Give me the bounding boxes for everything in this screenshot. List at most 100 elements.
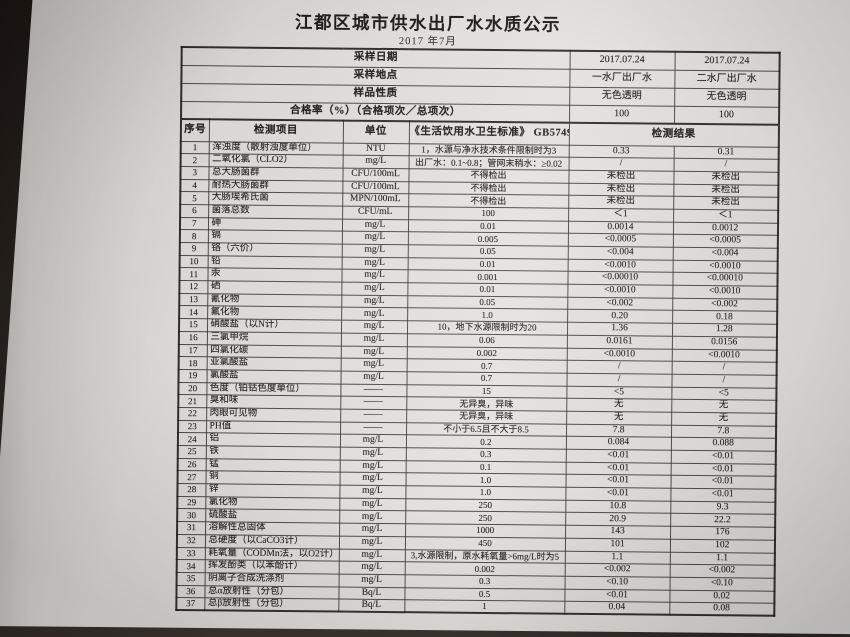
cell-item: 阴离子合成洗涤剂: [204, 572, 339, 587]
cell-no: 15: [178, 318, 208, 332]
cell-item: 砷: [207, 217, 343, 232]
cell-result-plant1: 未检出: [568, 195, 674, 210]
cell-unit: ——: [340, 383, 407, 397]
col-header-unit: 单位: [342, 120, 410, 144]
cell-result-plant2: <0.002: [669, 564, 775, 579]
cell-result-plant2: 0.0012: [672, 221, 779, 236]
cell-result-plant1: 无: [566, 398, 672, 413]
cell-unit: mg/L: [340, 358, 407, 372]
cell-result-plant2: <0.10: [669, 577, 775, 591]
cell-result-plant1: 0.33: [568, 144, 674, 159]
info-value-plant2: 无色透明: [674, 87, 780, 107]
cell-unit: mg/L: [339, 510, 406, 524]
cell-unit: mg/L: [341, 269, 408, 283]
cell-result-plant2: <0.0010: [672, 259, 778, 274]
cell-unit: mg/L: [338, 573, 405, 588]
cell-item: 汞: [207, 268, 342, 283]
cell-item: 溶解性总固体: [205, 521, 340, 536]
cell-no: 17: [178, 344, 207, 357]
cell-result-plant1: 0.084: [565, 436, 671, 451]
cell-result-plant2: <0.01: [670, 475, 776, 490]
cell-no: 3: [180, 166, 209, 180]
cell-no: 31: [177, 521, 206, 535]
cell-result-plant2: 176: [670, 526, 776, 541]
cell-unit: CFU/100mL: [342, 180, 409, 194]
cell-item: 硒: [207, 280, 342, 295]
cell-no: 33: [176, 546, 205, 560]
cell-item: 总大肠菌群: [208, 166, 343, 181]
cell-item: 菌落总数: [208, 204, 343, 219]
cell-result-plant1: <0.00010: [567, 271, 673, 286]
cell-result-plant1: 10.8: [565, 499, 671, 514]
cell-unit: MPN/100mL: [342, 193, 409, 207]
cell-no: 10: [179, 255, 208, 269]
cell-item: 浑浊度（散射浊度单位）: [208, 141, 343, 156]
cell-no: 4: [180, 179, 209, 193]
cell-result-plant2: 未检出: [673, 171, 779, 185]
cell-result-plant1: 1.1: [564, 550, 670, 565]
cell-no: 1: [180, 141, 209, 154]
cell-result-plant2: 1.1: [669, 551, 775, 566]
cell-result-plant2: 未检出: [673, 183, 779, 198]
cell-result-plant2: 无: [671, 399, 777, 414]
cell-item: 二氧化氯（CLO2）: [208, 153, 343, 168]
cell-result-plant1: 0.0161: [566, 335, 672, 349]
info-value-plant2: 二水厂出厂水: [674, 69, 780, 89]
cell-result-plant1: 101: [564, 538, 671, 552]
col-header-no: 序号: [180, 119, 210, 142]
cell-item: 锰: [205, 458, 340, 473]
cell-result-plant1: 20.9: [565, 512, 671, 527]
cell-result-plant1: <0.002: [564, 563, 670, 578]
cell-result-plant2: 1.28: [671, 323, 778, 338]
cell-unit: NTU: [342, 142, 409, 156]
cell-result-plant1: <0.01: [565, 474, 671, 489]
cell-result-plant2: <5: [671, 386, 777, 401]
water-quality-table: 采样日期 2017.07.24 2017.07.24 采样地点 一水厂出厂水 二…: [175, 46, 781, 618]
cell-result-plant2: 9.3: [670, 500, 776, 515]
cell-no: 20: [178, 382, 207, 396]
cell-result-plant2: <0.004: [672, 247, 778, 261]
cell-no: 37: [176, 597, 205, 611]
cell-unit: ——: [340, 408, 407, 423]
cell-result-plant1: 1.36: [566, 322, 673, 337]
info-value-plant1: 一水厂出厂水: [569, 68, 675, 88]
cell-item: 色度（铂钴色度单位）: [206, 382, 341, 397]
cell-no: 11: [179, 267, 208, 281]
cell-item: 臭和味: [206, 395, 341, 409]
cell-unit: CFU/100mL: [342, 167, 409, 182]
cell-item: 肉眼可见物: [206, 407, 341, 422]
cell-unit: mg/L: [340, 320, 408, 334]
cell-no: 22: [178, 407, 207, 421]
cell-result-plant1: /: [568, 157, 674, 172]
cell-item: 大肠埃希氏菌: [208, 192, 343, 207]
cell-unit: Bq/L: [338, 586, 405, 600]
cell-result-plant2: <0.0010: [671, 348, 777, 363]
cell-result-plant1: <0.01: [565, 449, 671, 463]
cell-item: 耗氧量（CODMn法，以O2计）: [204, 547, 339, 562]
cell-unit: mg/L: [338, 548, 405, 562]
cell-item: 铝: [205, 433, 341, 448]
cell-item: 总β放射性（分包）: [204, 598, 339, 612]
cell-unit: mg/L: [339, 497, 406, 512]
cell-item: 氟化物: [207, 306, 342, 321]
cell-no: 12: [179, 280, 208, 294]
cell-item: 耐热大肠菌群: [208, 179, 343, 194]
cell-item: 总α放射性（分包）: [204, 585, 339, 600]
cell-unit: mg/L: [340, 332, 407, 347]
cell-unit: mg/L: [341, 307, 408, 321]
cell-no: 7: [179, 217, 209, 231]
cell-unit: mg/L: [339, 472, 406, 486]
cell-no: 6: [180, 204, 209, 218]
cell-result-plant1: <0.01: [564, 588, 670, 603]
info-value-plant1: 2017.07.24: [569, 50, 675, 70]
cell-result-plant1: 0.0014: [567, 220, 674, 235]
cell-unit: mg/L: [338, 535, 406, 550]
cell-no: 21: [178, 394, 207, 408]
cell-limit: 1: [404, 599, 565, 615]
cell-no: 32: [176, 534, 206, 548]
cell-unit: mg/L: [342, 155, 409, 169]
cell-no: 8: [179, 229, 208, 243]
cell-result-plant1: 7.8: [565, 423, 672, 438]
cell-result-plant1: /: [566, 360, 672, 375]
